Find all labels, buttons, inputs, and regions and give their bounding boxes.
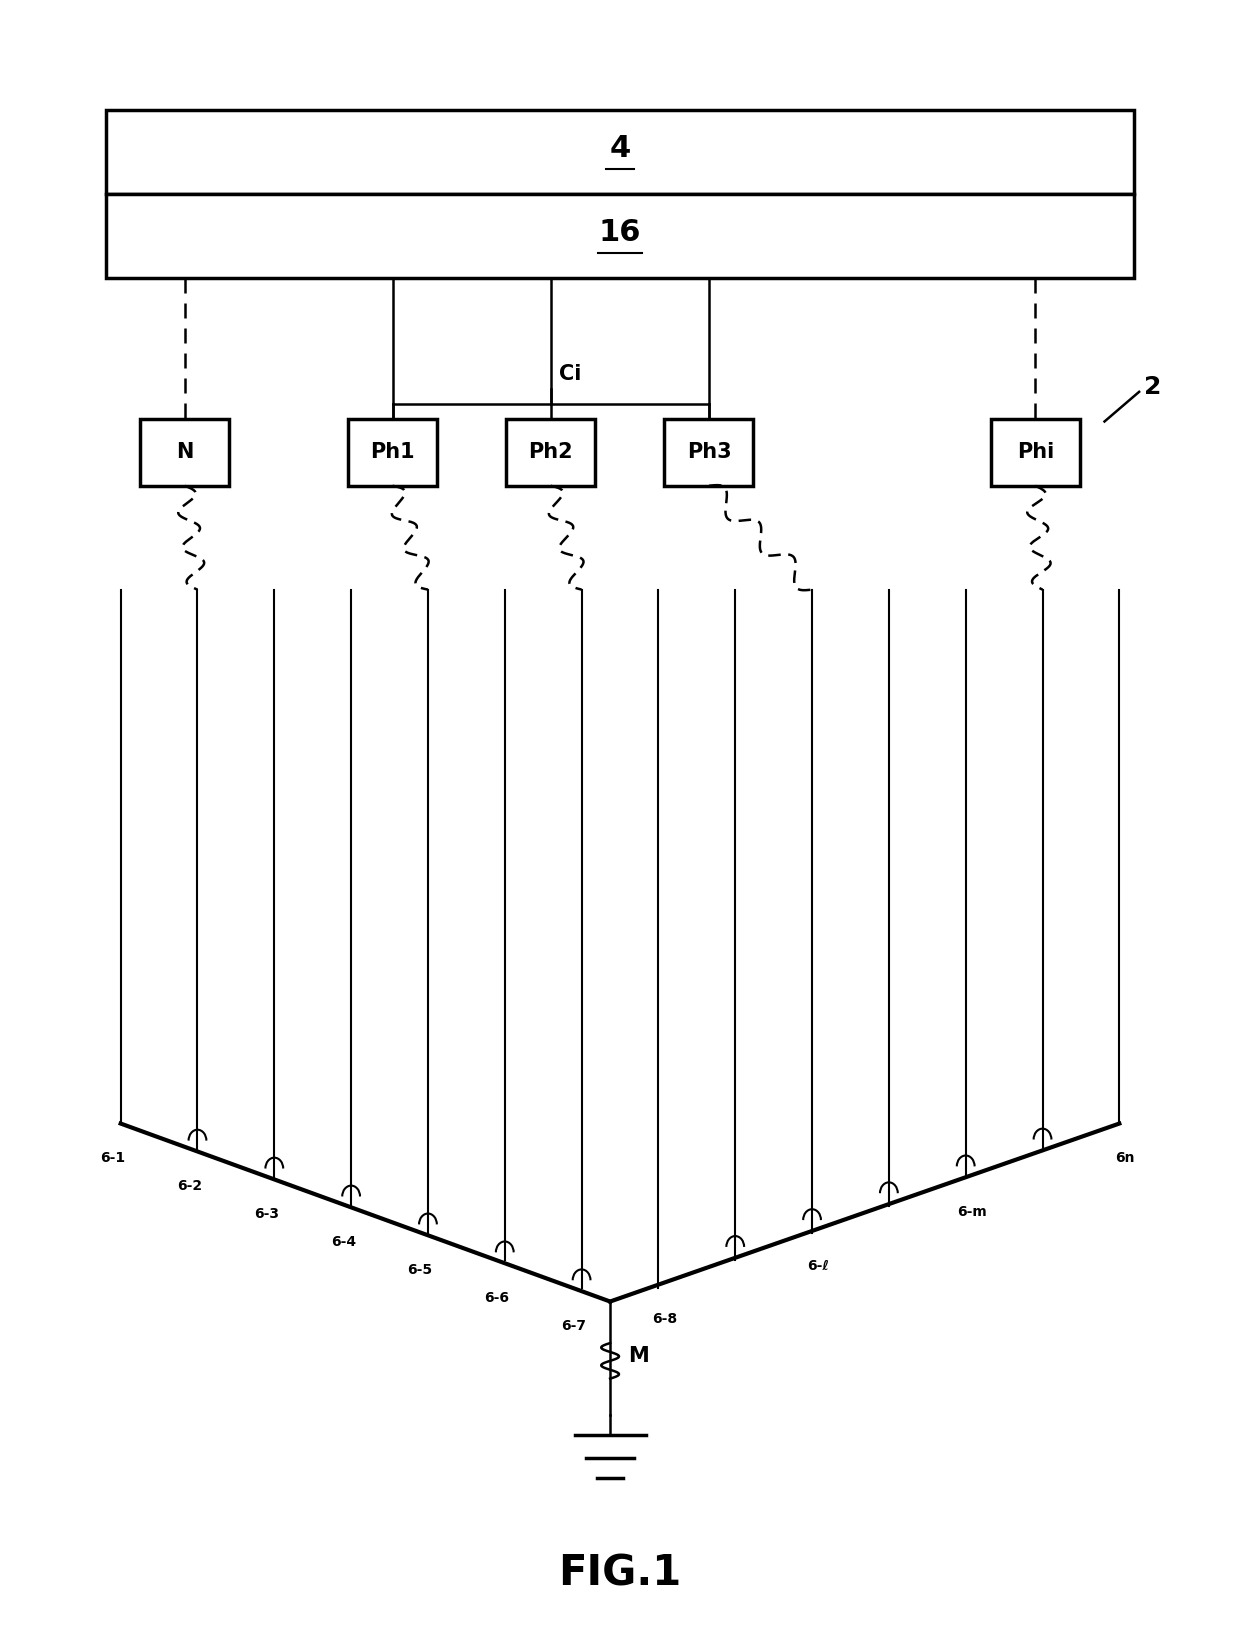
Text: 6n: 6n	[1116, 1151, 1135, 1166]
Text: 6-4: 6-4	[331, 1234, 356, 1249]
Text: M: M	[627, 1346, 649, 1365]
Text: 6-5: 6-5	[408, 1264, 433, 1277]
FancyBboxPatch shape	[665, 419, 754, 486]
Text: 6-8: 6-8	[652, 1313, 677, 1326]
FancyBboxPatch shape	[506, 419, 595, 486]
Text: 6-m: 6-m	[957, 1205, 987, 1220]
Text: 6-1: 6-1	[100, 1151, 125, 1166]
FancyBboxPatch shape	[105, 110, 1135, 195]
FancyBboxPatch shape	[105, 195, 1135, 278]
Text: 4: 4	[609, 134, 631, 162]
Text: Ph3: Ph3	[687, 442, 732, 462]
Text: Ph2: Ph2	[528, 442, 573, 462]
FancyBboxPatch shape	[140, 419, 229, 486]
Text: Phi: Phi	[1017, 442, 1054, 462]
Text: 6-3: 6-3	[254, 1206, 279, 1221]
Text: 6-2: 6-2	[177, 1179, 202, 1193]
Text: Ph1: Ph1	[371, 442, 415, 462]
Text: 16: 16	[599, 218, 641, 247]
Text: FIG.1: FIG.1	[558, 1552, 682, 1594]
FancyBboxPatch shape	[348, 419, 436, 486]
Text: Ci: Ci	[559, 363, 582, 385]
Text: N: N	[176, 442, 193, 462]
Text: 2: 2	[1145, 375, 1162, 399]
Text: 6-ℓ: 6-ℓ	[807, 1259, 828, 1272]
Text: 6-7: 6-7	[562, 1319, 587, 1333]
FancyBboxPatch shape	[991, 419, 1080, 486]
Text: 6-6: 6-6	[485, 1292, 510, 1305]
